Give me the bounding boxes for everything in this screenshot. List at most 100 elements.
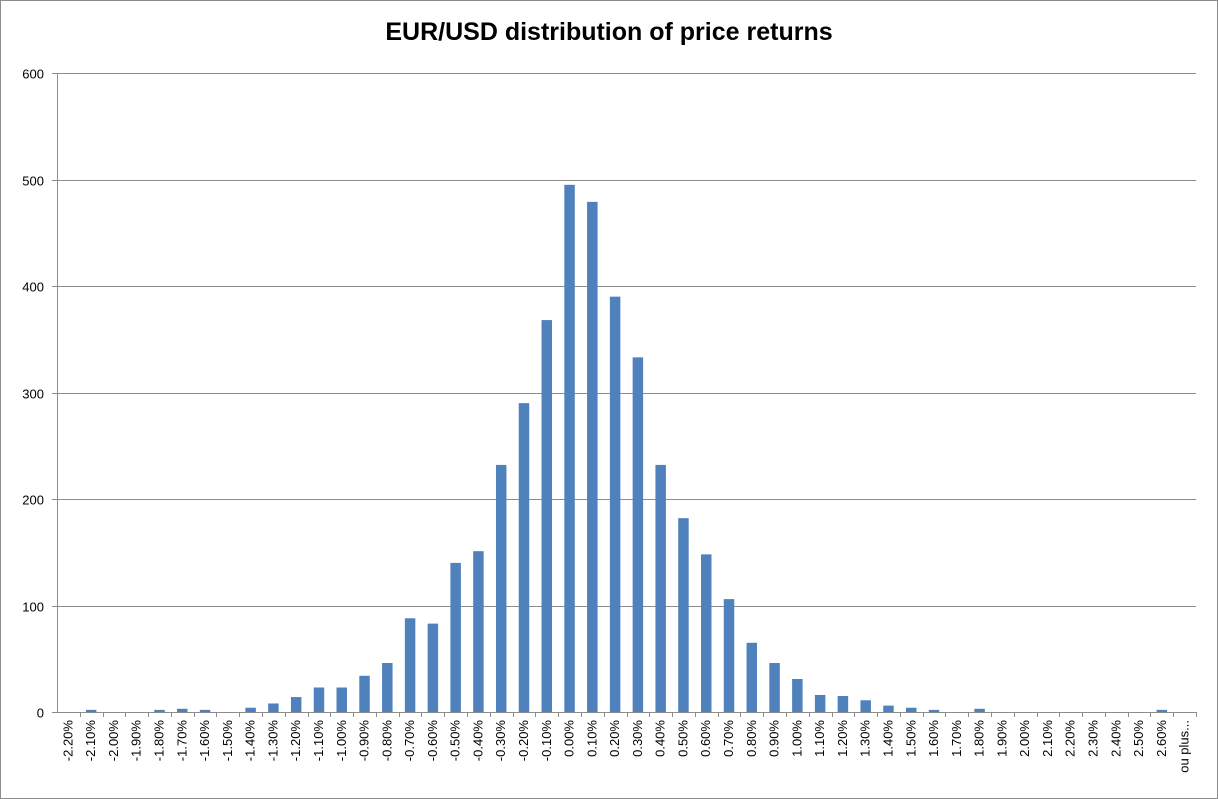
bar xyxy=(154,709,165,712)
x-tick-label: 0.80% xyxy=(744,720,759,757)
x-tick-label: 1.50% xyxy=(903,720,918,757)
x-tick-label: -0.20% xyxy=(516,720,531,762)
bar xyxy=(928,709,940,712)
x-tick-label: 2.60% xyxy=(1154,720,1169,757)
bar xyxy=(974,708,985,712)
x-tick-label: 2.30% xyxy=(1085,720,1100,757)
bar xyxy=(1156,709,1168,712)
bar xyxy=(769,663,780,712)
x-tick-label: 1.40% xyxy=(880,720,895,757)
bar xyxy=(473,551,484,712)
bar xyxy=(906,707,917,712)
x-tick-labels: -2.20% -2.10% -2.00% -1.90% -1.80% -1.70% -1.6… xyxy=(60,720,1191,773)
x-tick-label: -0.70% xyxy=(402,720,417,762)
x-tick-label: -0.80% xyxy=(379,720,394,762)
bar xyxy=(268,703,279,712)
x-tick-label: -2.00% xyxy=(106,720,121,762)
bar xyxy=(814,694,826,712)
bar xyxy=(404,618,416,712)
x-tick-label: -1.10% xyxy=(311,720,326,762)
x-tick-label: 0.10% xyxy=(584,720,599,757)
x-tick-label: -1.30% xyxy=(265,720,280,762)
bar xyxy=(587,201,598,712)
bar xyxy=(541,320,553,712)
bar xyxy=(746,642,758,712)
x-tick-label: -0.40% xyxy=(470,720,485,762)
x-tick-label: -0.50% xyxy=(448,720,463,762)
y-tick-label: 500 xyxy=(22,174,44,189)
bar xyxy=(199,709,211,712)
x-tick-label: 0.30% xyxy=(630,720,645,757)
axes xyxy=(52,73,1197,717)
y-tick-label: 200 xyxy=(22,493,44,508)
bar xyxy=(177,708,188,712)
bar xyxy=(245,707,256,712)
x-tick-label: 2.20% xyxy=(1063,720,1078,757)
x-tick-label: 1.70% xyxy=(949,720,964,757)
bar xyxy=(609,296,621,712)
gridlines xyxy=(57,73,1196,607)
bars xyxy=(85,184,1168,712)
x-tick-label: -1.80% xyxy=(152,720,167,762)
bar xyxy=(837,696,849,712)
x-tick-label: -0.90% xyxy=(357,720,372,762)
x-tick-label: 1.30% xyxy=(858,720,873,757)
y-tick-labels: 0 100 200 300 400 500 600 xyxy=(22,67,44,721)
x-tick-label: 0.40% xyxy=(653,720,668,757)
y-tick-label: 0 xyxy=(37,706,44,721)
x-tick-label: 1.20% xyxy=(835,720,850,757)
x-tick-label: -2.20% xyxy=(60,720,75,762)
y-tick-label: 400 xyxy=(22,280,44,295)
y-tick-label: 300 xyxy=(22,387,44,402)
x-tick-label: 1.00% xyxy=(789,720,804,757)
bar xyxy=(359,675,370,712)
bar xyxy=(883,705,894,712)
x-tick-label: 0.90% xyxy=(767,720,782,757)
x-tick-label: -0.10% xyxy=(539,720,554,762)
x-tick-label: -1.40% xyxy=(243,720,258,762)
x-tick-label: 2.40% xyxy=(1108,720,1123,757)
x-tick-label: ou plus... xyxy=(1177,720,1192,773)
bar xyxy=(632,357,644,712)
bar xyxy=(678,518,689,712)
bar xyxy=(336,687,347,712)
bar xyxy=(85,709,97,712)
bar xyxy=(313,687,325,712)
x-tick-label: -2.10% xyxy=(83,720,98,762)
bar xyxy=(518,403,530,712)
bar xyxy=(655,464,666,712)
bar xyxy=(564,184,575,712)
bar xyxy=(290,697,302,712)
x-tick-label: -1.50% xyxy=(220,720,235,762)
x-tick-label: -0.60% xyxy=(425,720,440,762)
x-tick-label: -1.90% xyxy=(129,720,144,762)
bar xyxy=(700,554,712,712)
x-tick-label: 0.20% xyxy=(607,720,622,757)
y-tick-label: 100 xyxy=(22,600,44,615)
x-tick-label: 2.10% xyxy=(1040,720,1055,757)
x-tick-label: 1.10% xyxy=(812,720,827,757)
bar xyxy=(723,599,735,712)
x-tick-label: -1.00% xyxy=(334,720,349,762)
bar xyxy=(427,623,439,712)
x-tick-label: 1.90% xyxy=(994,720,1009,757)
bar xyxy=(450,562,461,712)
y-tick-label: 600 xyxy=(22,67,44,82)
bar xyxy=(792,678,803,712)
bar xyxy=(382,663,393,712)
x-tick-label: 1.80% xyxy=(972,720,987,757)
x-tick-label: -1.60% xyxy=(197,720,212,762)
x-tick-label: -0.30% xyxy=(493,720,508,762)
x-tick-label: -1.20% xyxy=(288,720,303,762)
x-tick-label: 0.50% xyxy=(675,720,690,757)
x-tick-label: 0.60% xyxy=(698,720,713,757)
chart-title: EUR/USD distribution of price returns xyxy=(385,18,833,46)
bar xyxy=(495,464,507,712)
x-tick-label: 2.00% xyxy=(1017,720,1032,757)
x-tick-label: 1.60% xyxy=(926,720,941,757)
x-tick-label: 0.70% xyxy=(721,720,736,757)
x-tick-label: -1.70% xyxy=(174,720,189,762)
x-tick-label: 2.50% xyxy=(1131,720,1146,757)
